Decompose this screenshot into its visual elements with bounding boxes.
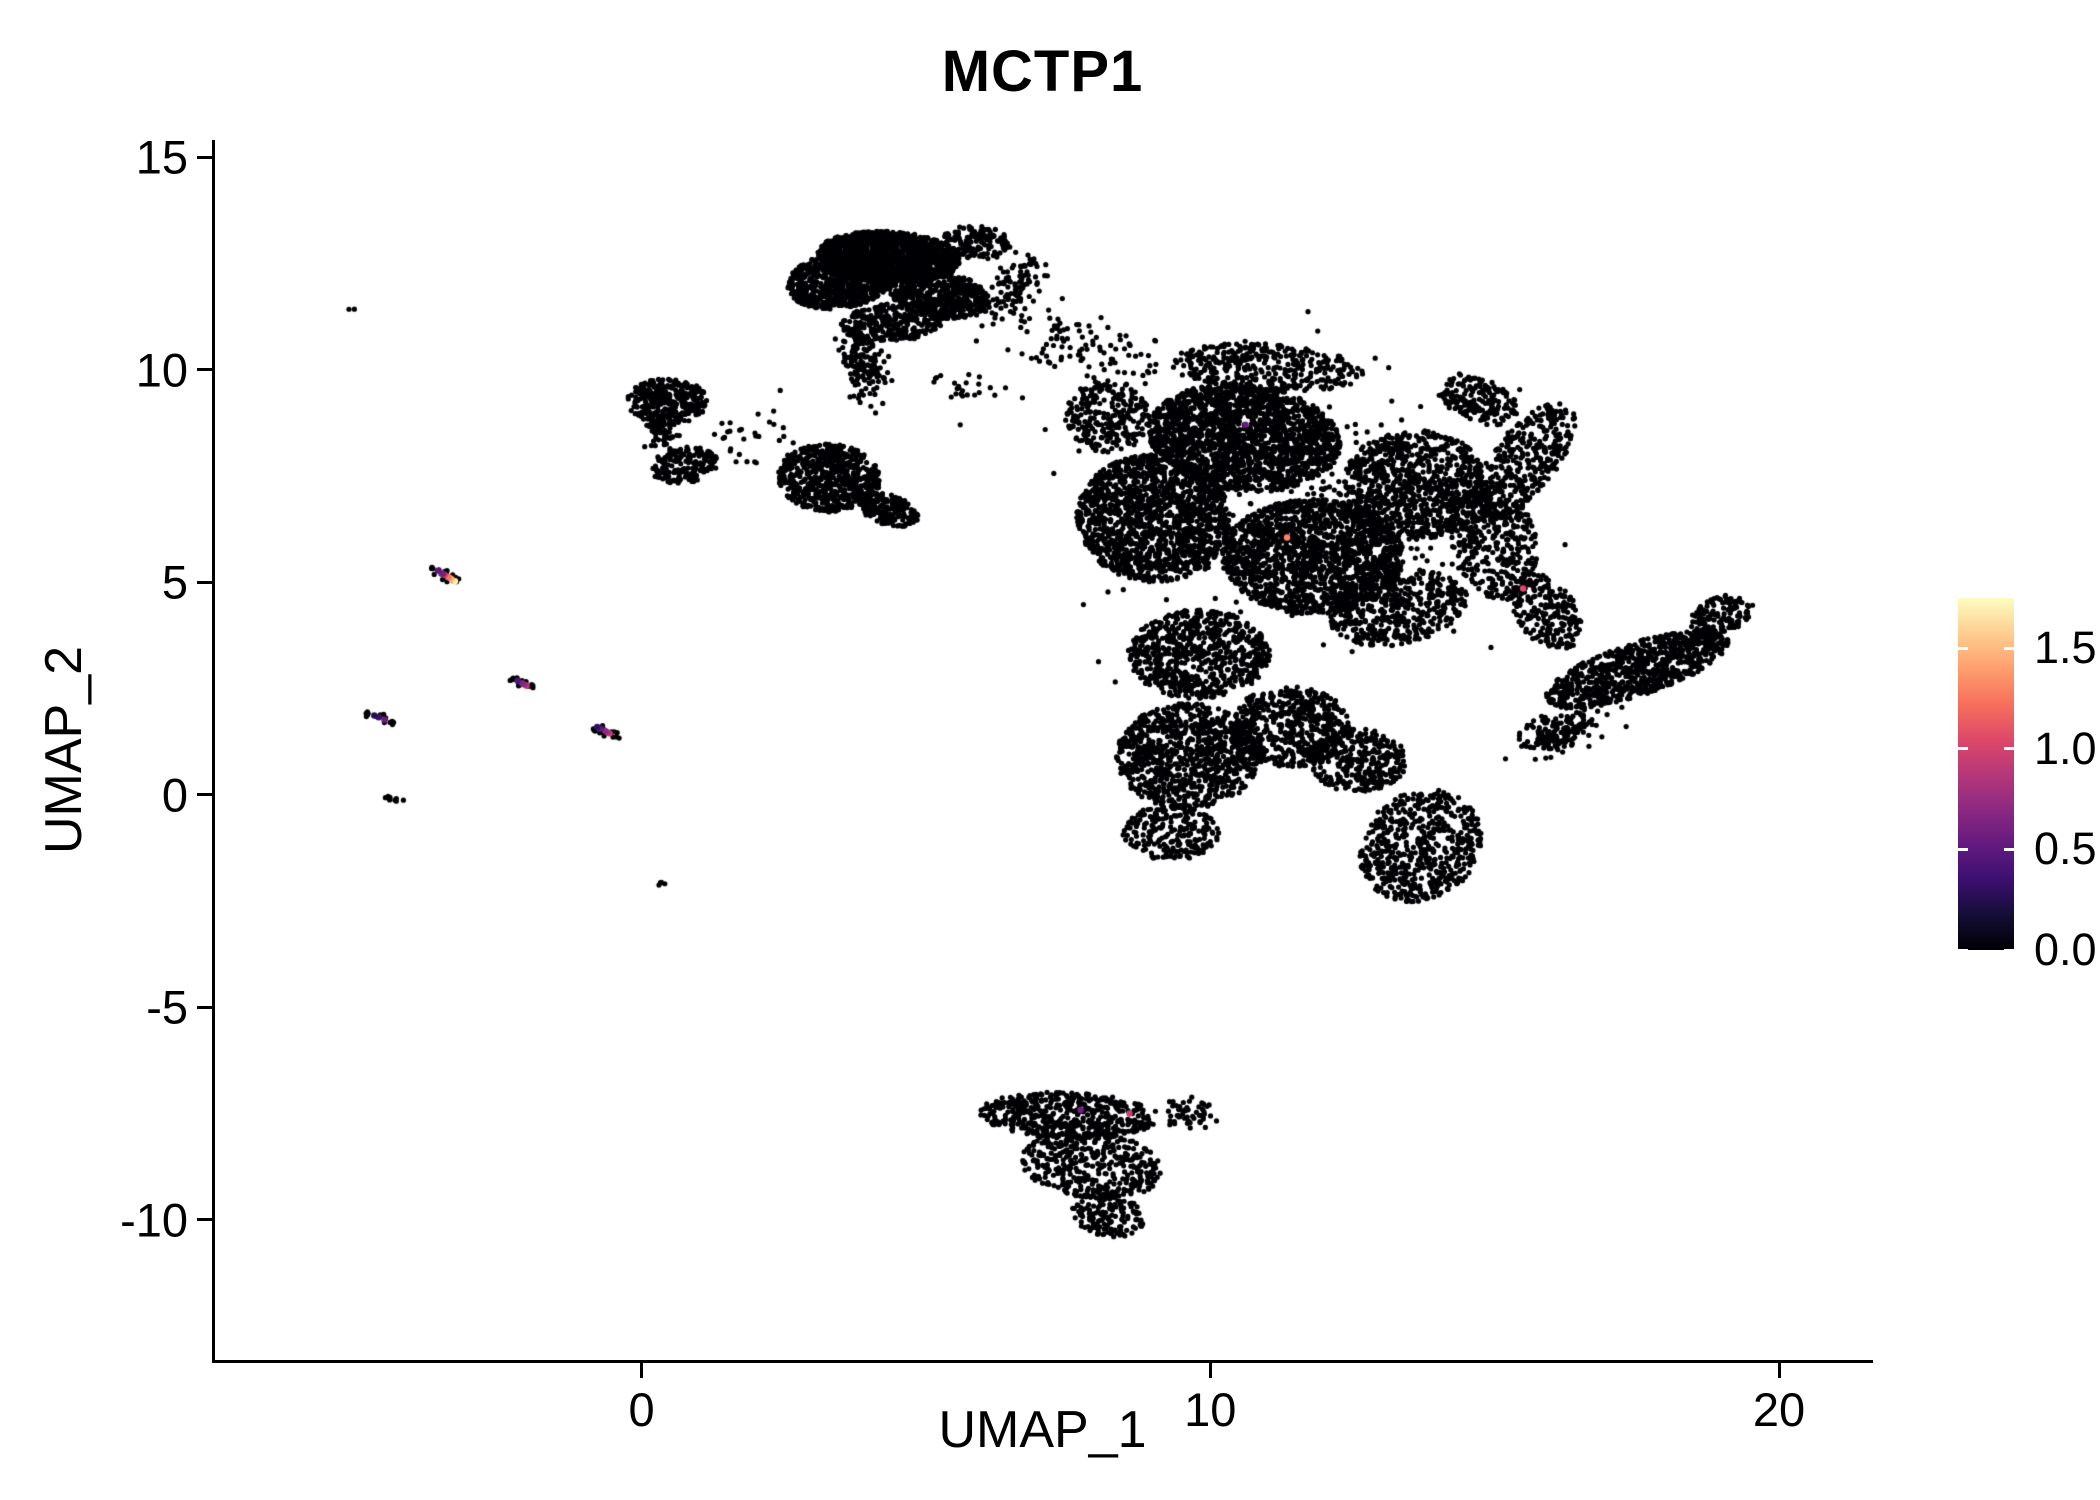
colorbar-legend — [1958, 598, 2014, 950]
colorbar-tick-label: 1.5 — [2034, 622, 2097, 674]
colorbar-gradient — [1958, 598, 2014, 950]
y-tick-label: 15 — [135, 130, 188, 184]
y-tick-mark — [197, 1218, 212, 1222]
x-axis-label: UMAP_1 — [938, 1401, 1147, 1459]
y-tick-label: 5 — [161, 555, 188, 609]
x-axis-line — [212, 1360, 1873, 1363]
y-tick-mark — [197, 155, 212, 159]
y-tick-label: -5 — [146, 980, 188, 1034]
y-tick-mark — [197, 1005, 212, 1009]
colorbar-tick-label: 0.0 — [2034, 924, 2097, 975]
colorbar-tick-mark — [2004, 847, 2014, 851]
colorbar-tick-mark — [2004, 646, 2014, 650]
y-tick-label: -10 — [120, 1193, 188, 1247]
y-tick-label: 10 — [135, 343, 188, 397]
x-tick-label: 10 — [1184, 1383, 1237, 1436]
y-axis-label: UMAP_2 — [35, 645, 93, 855]
x-tick-mark — [1208, 1363, 1212, 1378]
y-axis-line — [212, 140, 215, 1363]
y-tick-mark — [197, 580, 212, 584]
colorbar-tick-mark — [1958, 646, 1968, 650]
y-tick-mark — [197, 793, 212, 797]
colorbar-tick-mark — [2004, 747, 2014, 751]
colorbar-tick-mark — [1958, 847, 1968, 851]
x-tick-mark — [640, 1363, 644, 1378]
colorbar-tick-label: 0.5 — [2034, 823, 2097, 875]
colorbar-tick-mark — [1958, 747, 1968, 751]
x-tick-label: 0 — [628, 1383, 655, 1436]
x-tick-mark — [1777, 1363, 1781, 1378]
y-tick-mark — [197, 368, 212, 372]
x-tick-label: 20 — [1752, 1383, 1806, 1436]
plot-title: MCTP1 — [941, 39, 1144, 104]
colorbar-tick-mark — [1958, 948, 1968, 952]
y-tick-label: 0 — [161, 768, 188, 822]
colorbar-tick-mark — [2004, 948, 2014, 952]
colorbar-tick-label: 1.0 — [2034, 722, 2097, 774]
